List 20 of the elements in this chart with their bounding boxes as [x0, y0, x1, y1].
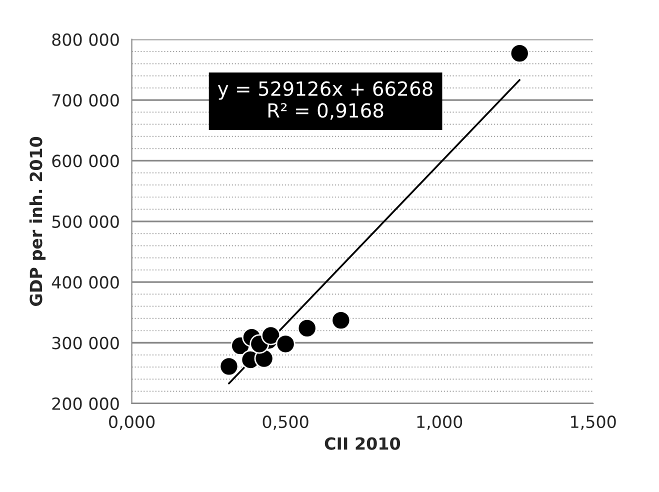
- x-tick-label: 0,000: [109, 416, 155, 430]
- y-tick-label: 600 000: [52, 154, 119, 168]
- y-tick-label: 400 000: [52, 276, 119, 289]
- point: [219, 356, 239, 376]
- y-axis-title: GDP per inh. 2010: [29, 136, 46, 306]
- point: [331, 310, 351, 330]
- y-tick-label: 300 000: [52, 336, 119, 350]
- annotation: R² = 0,9168: [268, 103, 384, 120]
- x-tick-label: 1,500: [571, 416, 616, 430]
- annotation: y = 529126x + 66268: [218, 81, 432, 100]
- y-tick-label: 500 000: [52, 215, 119, 228]
- x-axis-title: CII 2010: [324, 437, 400, 450]
- y-tick-label: 800 000: [52, 33, 119, 46]
- y-tick-label: 700 000: [52, 94, 119, 107]
- x-tick-label: 1,000: [417, 416, 462, 430]
- y-tick-label: 200 000: [52, 397, 119, 410]
- point: [510, 44, 530, 64]
- point: [276, 334, 296, 354]
- x-tick-label: 0,500: [262, 416, 308, 430]
- point: [297, 318, 317, 338]
